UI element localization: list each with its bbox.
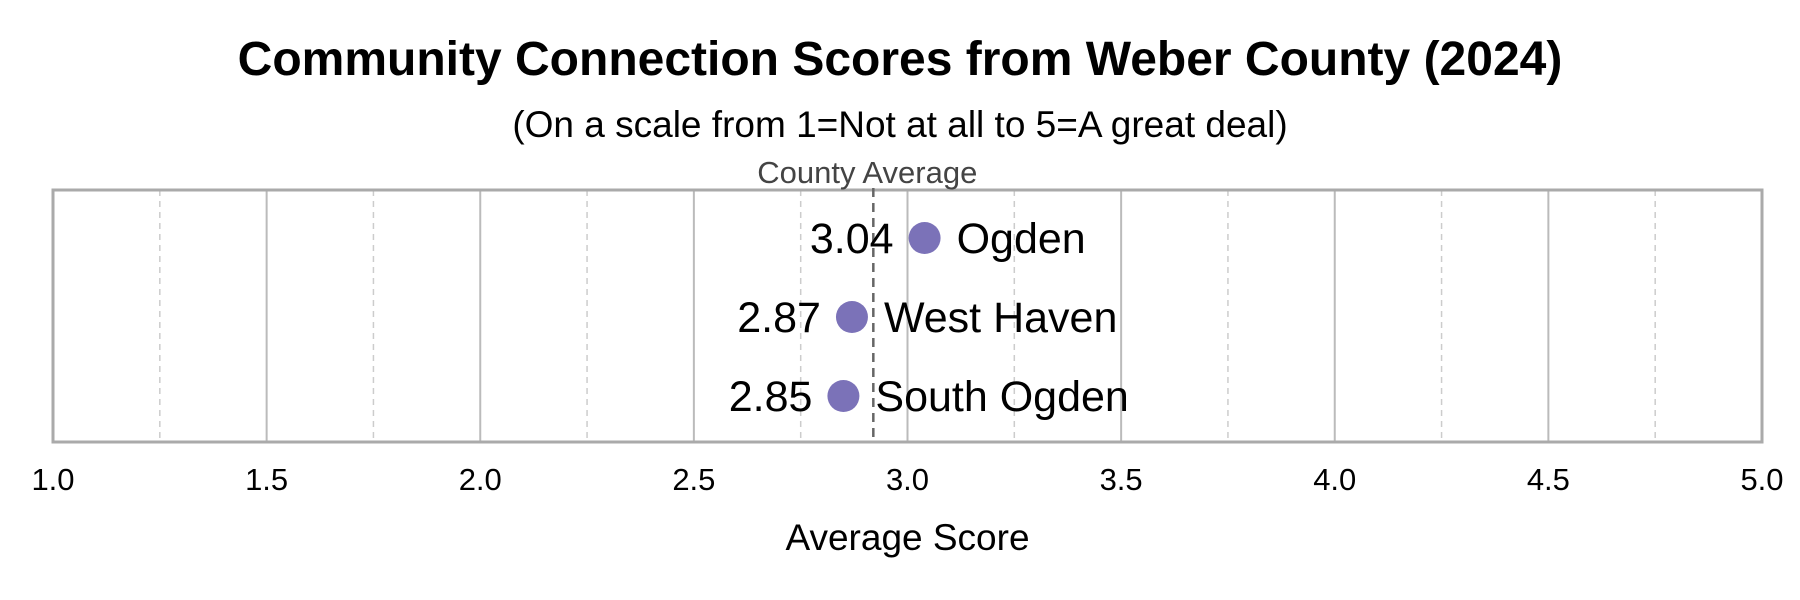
x-tick-label: 3.5 xyxy=(1100,462,1143,497)
data-point-marker xyxy=(908,222,941,254)
x-axis-label: Average Score xyxy=(785,517,1029,558)
x-tick-label: 5.0 xyxy=(1740,462,1783,497)
data-value-label: 2.85 xyxy=(729,373,813,421)
plot-area-frame xyxy=(51,188,1764,444)
category-label: West Haven xyxy=(884,294,1117,342)
x-tick-label: 4.5 xyxy=(1527,462,1570,497)
data-points: 3.04 Ogden 2.87 West Haven 2.85 South Ogden xyxy=(729,215,1129,421)
x-tick-label: 1.5 xyxy=(245,462,288,497)
chart-title: Community Connection Scores from Weber C… xyxy=(237,33,1563,86)
data-point-row: 2.87 West Haven xyxy=(737,294,1117,342)
data-value-label: 2.87 xyxy=(737,294,821,342)
category-label: South Ogden xyxy=(875,373,1128,421)
category-label: Ogden xyxy=(957,215,1086,263)
chart-subtitle: (On a scale from 1=Not at all to 5=A gre… xyxy=(512,104,1288,145)
data-value-label: 3.04 xyxy=(810,215,894,263)
x-tick-label: 4.0 xyxy=(1313,462,1356,497)
x-axis-tick-labels: 1.0 1.5 2.0 2.5 3.0 3.5 4.0 4.5 5.0 xyxy=(31,462,1783,497)
x-tick-label: 2.5 xyxy=(672,462,715,497)
x-tick-label: 3.0 xyxy=(886,462,929,497)
county-average-label: County Average xyxy=(757,155,977,190)
data-point-marker xyxy=(835,301,868,333)
gridlines xyxy=(159,190,1656,442)
data-point-row: 2.85 South Ogden xyxy=(729,373,1129,421)
data-point-marker xyxy=(827,380,860,412)
x-tick-label: 1.0 xyxy=(31,462,74,497)
x-tick-label: 2.0 xyxy=(459,462,502,497)
data-point-row: 3.04 Ogden xyxy=(810,215,1086,263)
